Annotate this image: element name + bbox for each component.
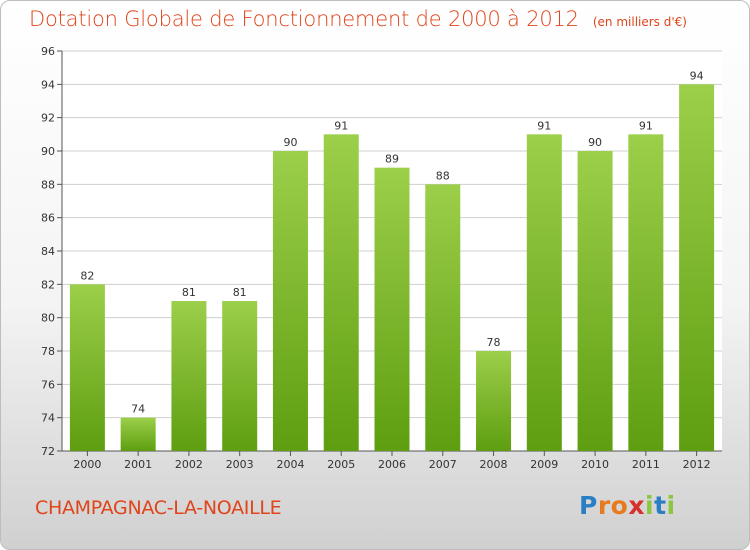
bar bbox=[628, 134, 664, 452]
bar-value-label: 91 bbox=[334, 119, 348, 132]
y-tick-label: 86 bbox=[41, 212, 55, 225]
y-tick-label: 88 bbox=[41, 178, 55, 191]
chart-title: Dotation Globale de Fonctionnement de 20… bbox=[29, 7, 579, 31]
x-tick-label: 2009 bbox=[530, 458, 558, 471]
bar-value-label: 94 bbox=[690, 69, 704, 82]
bar bbox=[272, 151, 308, 451]
bar bbox=[577, 151, 613, 451]
bar-value-label: 90 bbox=[283, 136, 297, 149]
brand-logo-letter: x bbox=[628, 491, 645, 520]
x-tick-label: 2012 bbox=[683, 458, 711, 471]
x-tick-label: 2007 bbox=[429, 458, 457, 471]
y-tick-label: 96 bbox=[41, 45, 55, 58]
bar-value-label: 89 bbox=[385, 153, 399, 166]
bar-value-label: 81 bbox=[182, 286, 196, 299]
bar bbox=[425, 184, 461, 452]
y-tick-label: 78 bbox=[41, 345, 55, 358]
commune-name: CHAMPAGNAC-LA-NOAILLE bbox=[35, 497, 282, 519]
bar bbox=[323, 134, 359, 452]
title-block: Dotation Globale de Fonctionnement de 20… bbox=[29, 7, 687, 31]
brand-logo-letter: P bbox=[579, 491, 598, 520]
x-tick-label: 2000 bbox=[73, 458, 101, 471]
bar bbox=[120, 417, 156, 451]
bar-value-label: 88 bbox=[436, 169, 450, 182]
x-tick-label: 2008 bbox=[480, 458, 508, 471]
y-tick-label: 80 bbox=[41, 312, 55, 325]
brand-logo-letter: r bbox=[597, 491, 611, 520]
y-tick-label: 90 bbox=[41, 145, 55, 158]
x-tick-label: 2002 bbox=[175, 458, 203, 471]
y-tick-label: 74 bbox=[41, 412, 55, 425]
bar-value-label: 82 bbox=[80, 269, 94, 282]
x-tick-label: 2011 bbox=[632, 458, 660, 471]
y-tick-label: 72 bbox=[41, 445, 55, 458]
bar-value-label: 74 bbox=[131, 403, 145, 416]
bar bbox=[222, 301, 258, 451]
bar bbox=[69, 284, 105, 451]
bar-value-label: 90 bbox=[588, 136, 602, 149]
x-tick-label: 2006 bbox=[378, 458, 406, 471]
x-tick-label: 2004 bbox=[276, 458, 304, 471]
bar bbox=[171, 301, 207, 451]
bar bbox=[526, 134, 562, 452]
bar bbox=[374, 167, 410, 451]
brand-logo: Proxiti bbox=[579, 491, 676, 520]
x-tick-label: 2005 bbox=[327, 458, 355, 471]
brand-logo-letter: t bbox=[654, 491, 667, 520]
bar-value-label: 81 bbox=[233, 286, 247, 299]
y-tick-label: 84 bbox=[41, 245, 55, 258]
bar bbox=[476, 351, 512, 451]
y-tick-label: 82 bbox=[41, 278, 55, 291]
bar bbox=[679, 84, 715, 451]
y-tick-label: 76 bbox=[41, 378, 55, 391]
y-tick-label: 94 bbox=[41, 78, 55, 91]
brand-logo-letter: i bbox=[645, 491, 655, 520]
bar-value-label: 91 bbox=[537, 119, 551, 132]
bar-value-label: 91 bbox=[639, 119, 653, 132]
x-tick-label: 2003 bbox=[226, 458, 254, 471]
x-tick-label: 2001 bbox=[124, 458, 152, 471]
y-tick-label: 92 bbox=[41, 112, 55, 125]
brand-logo-letter: o bbox=[610, 491, 629, 520]
bar-value-label: 78 bbox=[487, 336, 501, 349]
chart-subtitle: (en milliers d'€) bbox=[592, 15, 687, 29]
brand-logo-letter: i bbox=[666, 491, 676, 520]
x-tick-label: 2010 bbox=[581, 458, 609, 471]
